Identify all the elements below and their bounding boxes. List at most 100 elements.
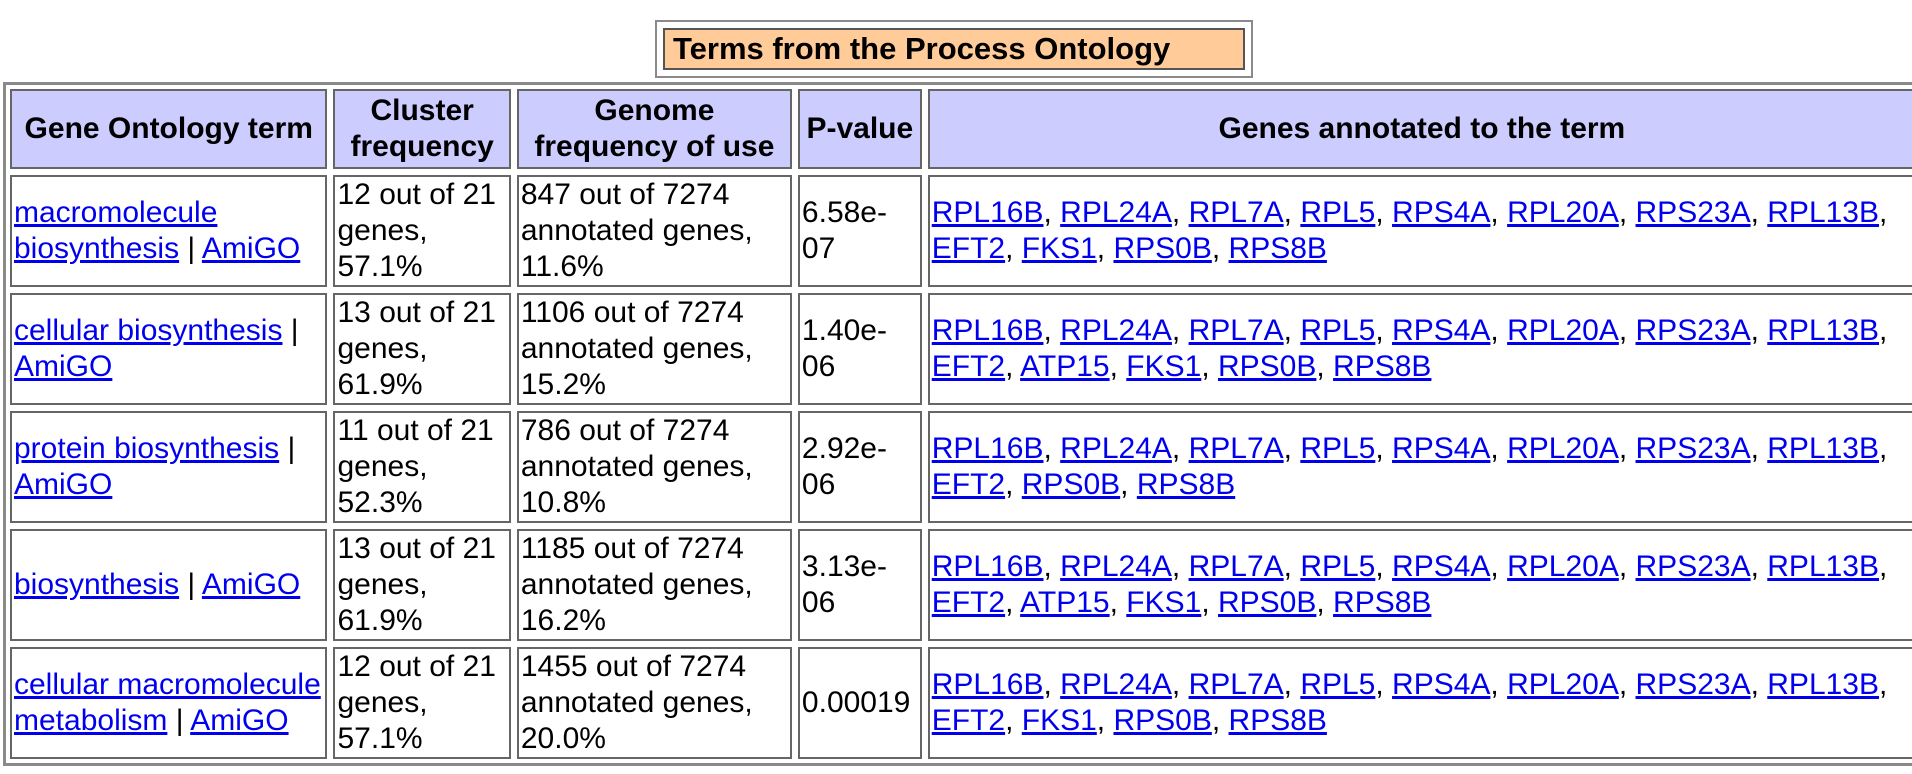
gene-link[interactable]: RPL7A [1188, 196, 1284, 229]
gene-link[interactable]: RPL13B [1767, 668, 1880, 701]
gene-link[interactable]: RPS4A [1392, 314, 1491, 347]
term-cell: protein biosynthesis | AmiGO [10, 411, 328, 523]
gene-link[interactable]: RPL13B [1767, 196, 1880, 229]
gene-link[interactable]: RPL7A [1188, 314, 1284, 347]
genome-frequency-cell: 1106 out of 7274 annotated genes, 15.2% [516, 293, 792, 405]
gene-link[interactable]: FKS1 [1021, 232, 1097, 265]
gene-link[interactable]: RPL16B [931, 196, 1044, 229]
gene-link[interactable]: RPS23A [1635, 668, 1751, 701]
gene-link[interactable]: EFT2 [931, 350, 1006, 383]
cluster-frequency-cell: 12 out of 21 genes, 57.1% [333, 175, 511, 287]
table-row: cellular biosynthesis | AmiGO 13 out of 2… [10, 293, 1912, 405]
gene-link[interactable]: FKS1 [1126, 350, 1202, 383]
gene-link[interactable]: RPL7A [1188, 550, 1284, 583]
header-cluster-frequency: Cluster frequency [333, 89, 511, 169]
gene-link[interactable]: RPS0B [1113, 704, 1212, 737]
amigo-link[interactable]: AmiGO [201, 568, 301, 601]
table-row: cellular macromolecule metabolism | AmiG… [10, 647, 1912, 759]
gene-link[interactable]: ATP15 [1020, 350, 1110, 383]
gene-link[interactable]: RPL5 [1300, 432, 1376, 465]
gene-link[interactable]: RPS8B [1333, 586, 1432, 619]
gene-link[interactable]: RPL5 [1300, 314, 1376, 347]
term-link[interactable]: cellular biosynthesis [14, 314, 283, 347]
gene-link[interactable]: RPL16B [931, 432, 1044, 465]
header-pvalue: P-value [797, 89, 922, 169]
gene-link[interactable]: RPL5 [1300, 668, 1376, 701]
gene-link[interactable]: RPS8B [1228, 704, 1327, 737]
amigo-link[interactable]: AmiGO [190, 704, 289, 737]
table-row: macromolecule biosynthesis | AmiGO 12 out… [10, 175, 1912, 287]
gene-link[interactable]: RPL7A [1188, 668, 1284, 701]
link-separator: | [167, 704, 191, 737]
gene-link[interactable]: RPL13B [1767, 314, 1880, 347]
link-separator: | [279, 432, 296, 465]
pvalue-cell: 1.40e-06 [797, 293, 922, 405]
amigo-link[interactable]: AmiGO [14, 468, 113, 501]
gene-link[interactable]: EFT2 [931, 586, 1006, 619]
gene-link[interactable]: EFT2 [931, 704, 1006, 737]
cluster-frequency-cell: 13 out of 21 genes, 61.9% [333, 529, 511, 641]
genome-frequency-cell: 847 out of 7274 annotated genes, 11.6% [516, 175, 792, 287]
term-link[interactable]: biosynthesis [14, 568, 180, 601]
header-genome-line1: Genome [594, 94, 715, 127]
results-table: Gene Ontology term Cluster frequency Geno… [4, 83, 1912, 765]
gene-link[interactable]: RPL13B [1767, 550, 1880, 583]
gene-link[interactable]: RPL24A [1060, 432, 1172, 465]
term-cell: biosynthesis | AmiGO [10, 529, 328, 641]
genome-frequency-cell: 1185 out of 7274 annotated genes, 16.2% [516, 529, 792, 641]
amigo-link[interactable]: AmiGO [201, 232, 301, 265]
gene-link[interactable]: RPS8B [1136, 468, 1236, 501]
gene-link[interactable]: RPL5 [1300, 196, 1376, 229]
pvalue-cell: 3.13e-06 [797, 529, 922, 641]
gene-link[interactable]: RPS23A [1635, 196, 1751, 229]
header-cluster-line2: frequency [350, 130, 494, 163]
genes-cell: RPL16B, RPL24A, RPL7A, RPL5, RPS4A, RPL2… [927, 411, 1912, 523]
pvalue-cell: 2.92e-06 [797, 411, 922, 523]
term-link[interactable]: protein biosynthesis [14, 432, 280, 465]
gene-link[interactable]: RPL24A [1060, 550, 1172, 583]
gene-link[interactable]: RPL20A [1507, 550, 1619, 583]
term-link[interactable]: macromolecule biosynthesis [14, 196, 218, 265]
gene-link[interactable]: RPS4A [1392, 432, 1491, 465]
term-link[interactable]: cellular macromolecule metabolism [14, 668, 321, 737]
gene-link[interactable]: RPL20A [1507, 314, 1619, 347]
header-row: Gene Ontology term Cluster frequency Geno… [10, 89, 1912, 169]
gene-link[interactable]: RPS0B [1217, 350, 1317, 383]
gene-link[interactable]: RPS4A [1392, 668, 1491, 701]
gene-link[interactable]: ATP15 [1020, 586, 1110, 619]
gene-link[interactable]: RPS4A [1392, 550, 1491, 583]
title-frame: Terms from the Process Ontology [655, 20, 1253, 78]
gene-link[interactable]: RPL24A [1060, 668, 1172, 701]
header-genes: Genes annotated to the term [927, 89, 1912, 169]
amigo-link[interactable]: AmiGO [14, 350, 113, 383]
gene-link[interactable]: RPS8B [1228, 232, 1327, 265]
gene-link[interactable]: EFT2 [931, 468, 1006, 501]
gene-link[interactable]: RPL16B [931, 668, 1044, 701]
gene-link[interactable]: RPL20A [1507, 196, 1619, 229]
gene-link[interactable]: RPL24A [1060, 314, 1172, 347]
gene-link[interactable]: EFT2 [931, 232, 1006, 265]
gene-link[interactable]: FKS1 [1126, 586, 1202, 619]
gene-link[interactable]: RPL20A [1507, 668, 1619, 701]
gene-link[interactable]: FKS1 [1021, 704, 1097, 737]
gene-link[interactable]: RPL20A [1507, 432, 1619, 465]
gene-link[interactable]: RPL13B [1767, 432, 1880, 465]
gene-link[interactable]: RPS0B [1113, 232, 1212, 265]
gene-link[interactable]: RPS23A [1635, 432, 1751, 465]
genes-cell: RPL16B, RPL24A, RPL7A, RPL5, RPS4A, RPL2… [927, 529, 1912, 641]
gene-link[interactable]: RPS0B [1217, 586, 1317, 619]
gene-link[interactable]: RPS23A [1635, 550, 1751, 583]
gene-link[interactable]: RPS0B [1021, 468, 1121, 501]
gene-link[interactable]: RPL16B [931, 314, 1044, 347]
gene-link[interactable]: RPL7A [1188, 432, 1284, 465]
gene-link[interactable]: RPL16B [931, 550, 1044, 583]
gene-link[interactable]: RPL24A [1060, 196, 1172, 229]
genes-cell: RPL16B, RPL24A, RPL7A, RPL5, RPS4A, RPL2… [927, 175, 1912, 287]
results-table-frame: Gene Ontology term Cluster frequency Geno… [3, 82, 1912, 766]
gene-link[interactable]: RPS23A [1635, 314, 1751, 347]
gene-link[interactable]: RPL5 [1300, 550, 1376, 583]
genome-frequency-cell: 786 out of 7274 annotated genes, 10.8% [516, 411, 792, 523]
gene-link[interactable]: RPS8B [1333, 350, 1432, 383]
gene-link[interactable]: RPS4A [1392, 196, 1491, 229]
